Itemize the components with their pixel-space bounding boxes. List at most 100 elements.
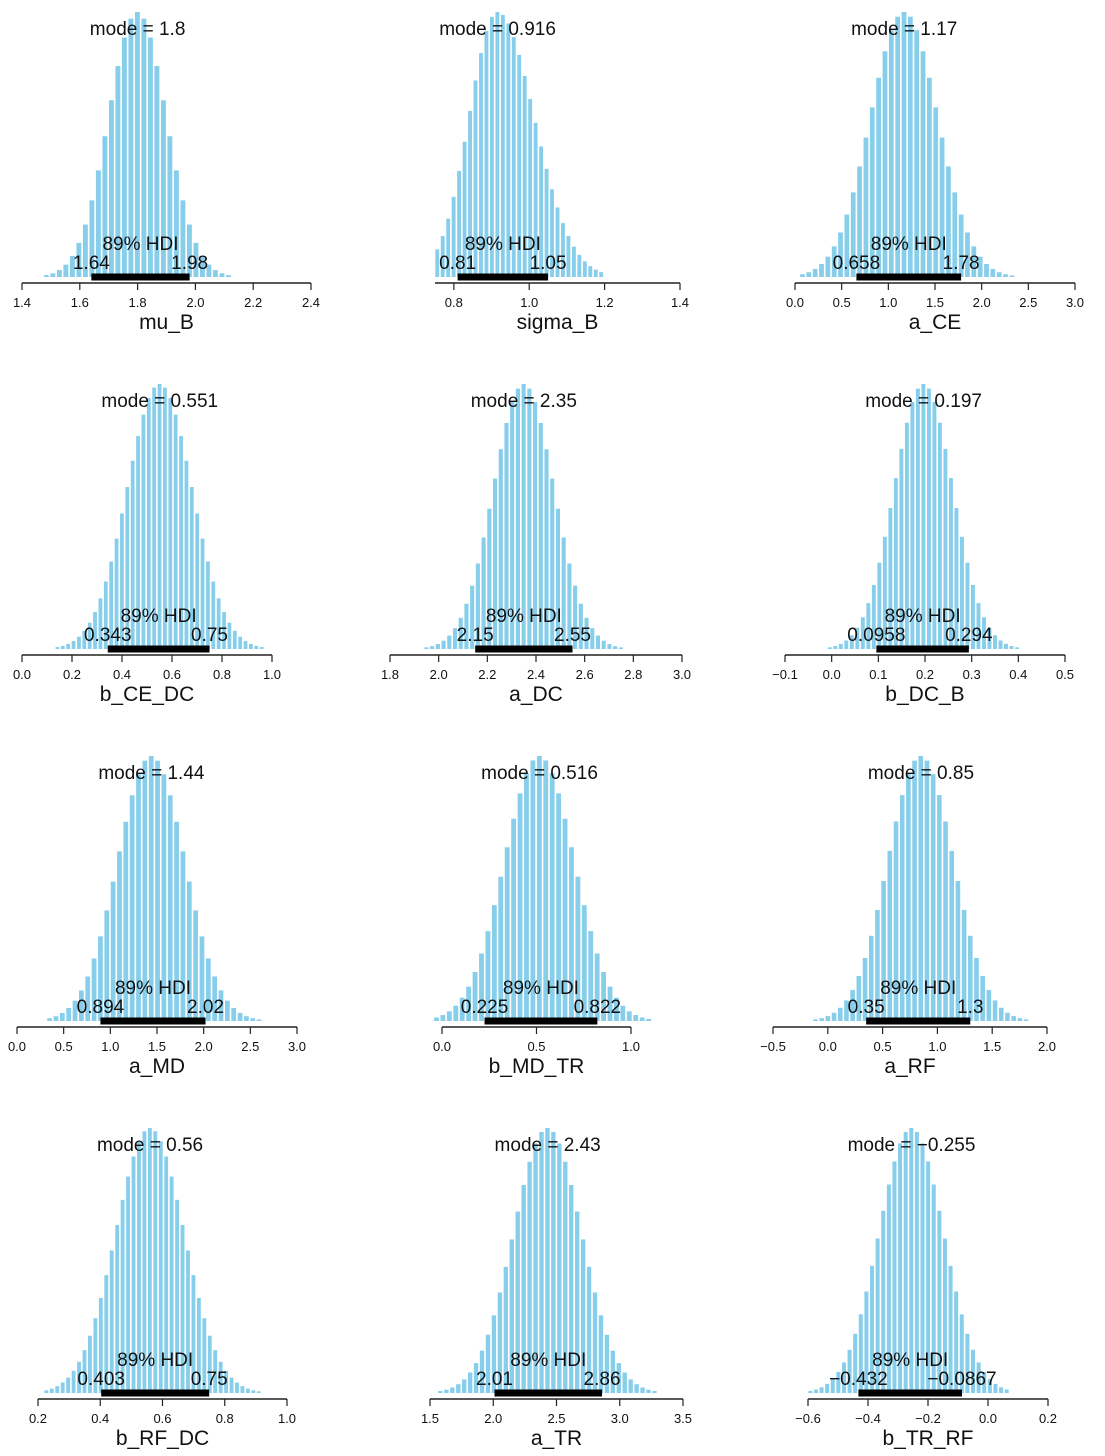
hdi-low-value: 2.01 <box>476 1369 513 1390</box>
histogram-bar <box>892 1161 897 1393</box>
histogram-bar <box>438 1391 443 1393</box>
histogram-bar <box>882 51 888 278</box>
histogram-bar <box>844 640 849 649</box>
histogram-bar <box>175 1199 180 1393</box>
histogram-bar <box>430 646 435 649</box>
histogram-bar <box>838 232 843 277</box>
histogram-bar <box>189 487 194 649</box>
histogram-bar <box>199 936 205 1021</box>
histogram-bar <box>607 986 613 1021</box>
x-tick-label: 0.0 <box>786 295 804 310</box>
x-axis-label: a_RF <box>884 1055 935 1078</box>
histogram-bar <box>440 236 445 277</box>
histogram-bar <box>996 272 1002 277</box>
histogram-bar <box>626 1011 632 1021</box>
histogram-bar <box>563 1161 568 1393</box>
histogram-bar <box>901 12 907 277</box>
histogram-bar <box>180 1224 185 1393</box>
hdi-label: 89% HDI <box>503 978 579 999</box>
histogram-bar <box>610 1350 616 1393</box>
histogram-bar <box>148 756 154 1021</box>
histogram-bar <box>830 1378 835 1393</box>
x-tick-label: 1.4 <box>671 295 689 310</box>
histogram-bar <box>141 414 146 649</box>
histogram-bar <box>881 881 886 1021</box>
hdi-high-value: 1.3 <box>957 997 983 1018</box>
histogram-bar <box>254 645 259 649</box>
histogram-bar <box>974 957 979 1021</box>
histogram-bar <box>87 622 92 649</box>
histogram-bar <box>227 622 232 649</box>
histogram-bar <box>588 931 594 1021</box>
histogram-bars <box>424 384 623 649</box>
histogram-bar <box>446 218 451 277</box>
histogram-bar <box>573 585 578 649</box>
x-tick-label: 1.8 <box>381 667 399 682</box>
histogram-bar <box>206 264 212 277</box>
histogram-bar <box>136 436 140 649</box>
histogram-bar <box>110 881 116 1021</box>
histogram-bars <box>438 1128 657 1393</box>
histogram-bar <box>965 562 970 649</box>
hdi-label: 89% HDI <box>117 1350 193 1371</box>
histogram-bar <box>504 422 509 649</box>
histogram-bar <box>628 1379 633 1393</box>
histogram-panel-b_TR_RF: −0.6 −0.4 −0.2 0.0 0.2 89% HDI−0.432 −0.0867 mo… <box>795 1128 1057 1450</box>
histogram-bar <box>557 1143 562 1393</box>
histogram-bar <box>943 821 948 1021</box>
histogram-bar <box>212 270 218 277</box>
histogram-bar <box>875 1238 880 1393</box>
x-tick-label: −0.2 <box>915 1411 941 1426</box>
histogram-bar <box>825 1383 830 1393</box>
histogram-bar <box>49 1388 54 1393</box>
histogram-bar <box>184 460 189 649</box>
histogram-bar <box>586 1266 592 1393</box>
histogram-bar <box>551 1131 556 1393</box>
histogram-bar <box>169 1176 174 1393</box>
histogram-bar <box>202 1318 207 1393</box>
histogram-bars <box>434 756 651 1021</box>
histogram-bar <box>164 1156 169 1393</box>
histogram-bar <box>899 448 904 649</box>
histogram-bar <box>976 1362 981 1393</box>
histogram-bar <box>447 635 452 649</box>
histogram-bar <box>515 1211 520 1393</box>
hdi-low-value: 0.225 <box>461 997 509 1018</box>
x-axis-label: b_DC_B <box>885 683 964 706</box>
histogram-bar <box>229 1377 234 1393</box>
histogram-bar <box>222 612 226 649</box>
histogram-bar <box>998 640 1003 649</box>
hdi-label: 89% HDI <box>465 234 541 255</box>
histogram-bar <box>517 793 523 1021</box>
histogram-bar <box>102 136 108 277</box>
histogram-bar <box>93 1318 98 1393</box>
histogram-bar <box>511 37 516 277</box>
x-axis-label: a_CE <box>909 311 962 334</box>
histogram-bar <box>952 192 958 277</box>
histogram-bar <box>56 270 62 277</box>
histogram-bar <box>224 1000 230 1021</box>
histogram-bar <box>504 847 510 1021</box>
histogram-bar <box>199 255 205 277</box>
histogram-bar <box>510 402 515 649</box>
x-tick-label: 1.0 <box>622 1039 640 1054</box>
histogram-bar <box>838 643 843 649</box>
histogram-bar <box>915 388 920 649</box>
x-tick-label: 2.0 <box>195 1039 213 1054</box>
histogram-bar <box>976 603 981 649</box>
histogram-bar <box>120 1199 125 1393</box>
histogram-bar <box>492 478 498 649</box>
x-tick-label: 1.0 <box>520 295 538 310</box>
x-axis-label: mu_B <box>139 311 194 334</box>
histogram-bar <box>66 643 71 649</box>
histogram-bar <box>819 1387 824 1393</box>
histogram-bar <box>948 478 953 649</box>
hdi-label: 89% HDI <box>121 606 197 627</box>
histogram-bar <box>218 990 224 1021</box>
histogram-bar <box>954 1291 959 1393</box>
histogram-bar <box>895 16 901 277</box>
histogram-bar <box>912 760 917 1021</box>
